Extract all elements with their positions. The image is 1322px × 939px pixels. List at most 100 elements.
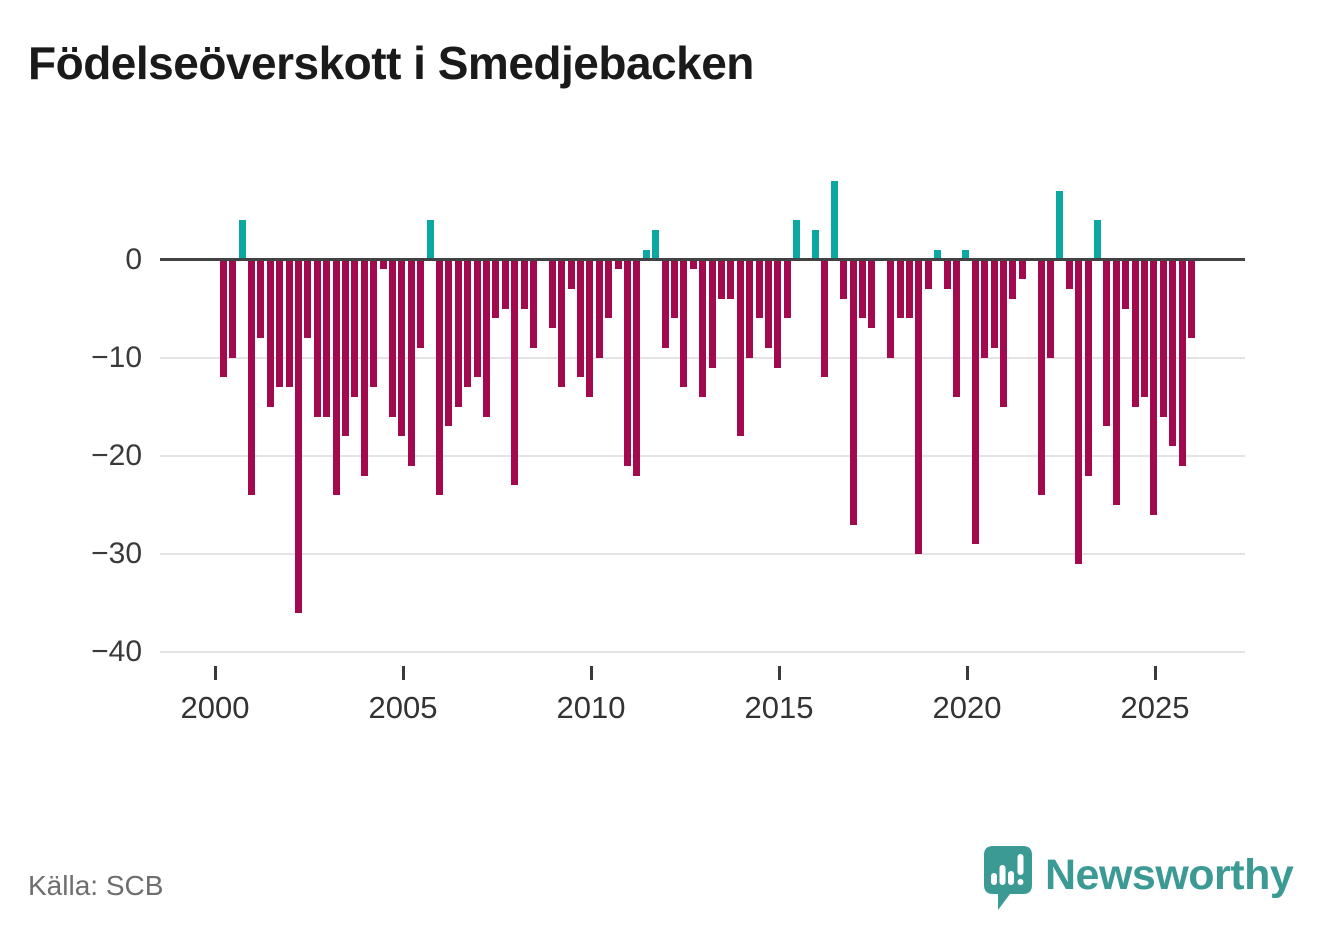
bar-2002-Q4: [323, 259, 331, 417]
bar-2006-Q4: [473, 259, 481, 378]
x-tick-label-2015: 2015: [744, 690, 814, 725]
newsworthy-logo-text: Newsworthy: [1045, 851, 1294, 899]
bar-2016-Q1: [821, 259, 829, 378]
bar-2014-Q1: [746, 259, 754, 358]
bar-2007-Q3: [501, 259, 509, 309]
bar-2009-Q1: [558, 259, 566, 388]
bar-2024-Q4: [1150, 259, 1158, 515]
y-tick-label--30: −30: [91, 537, 142, 571]
bar-2003-Q2: [341, 259, 349, 437]
bar-2025-Q3: [1178, 259, 1186, 466]
bar-2018-Q3: [915, 259, 923, 555]
bar-2024-Q1: [1122, 259, 1130, 309]
bar-2010-Q2: [605, 259, 613, 319]
bar-2010-Q1: [595, 259, 603, 358]
bar-2024-Q3: [1140, 259, 1148, 397]
x-tick-mark-2010: [589, 666, 593, 680]
bar-2020-Q4: [999, 259, 1007, 407]
x-tick-label-2005: 2005: [368, 690, 438, 725]
x-tick-label-2025: 2025: [1120, 690, 1190, 725]
bar-2001-Q4: [285, 259, 293, 388]
bar-2006-Q1: [445, 259, 453, 427]
bar-2015-Q4: [811, 230, 819, 260]
bar-2011-Q4: [661, 259, 669, 348]
bar-2014-Q2: [755, 259, 763, 319]
bar-2002-Q1: [294, 259, 302, 614]
bar-2021-Q4: [1037, 259, 1045, 496]
bar-2011-Q3: [652, 230, 660, 260]
bar-2022-Q3: [1065, 259, 1073, 289]
x-tick-mark-2000: [213, 666, 217, 680]
bar-2006-Q2: [454, 259, 462, 407]
bar-2012-Q4: [699, 259, 707, 397]
bar-2016-Q4: [849, 259, 857, 525]
bar-2022-Q2: [1056, 190, 1064, 260]
bar-2005-Q4: [435, 259, 443, 496]
x-tick-mark-2020: [965, 666, 969, 680]
x-tick-label-2020: 2020: [932, 690, 1002, 725]
bar-2001-Q1: [257, 259, 265, 339]
bar-2023-Q1: [1084, 259, 1092, 476]
bar-2020-Q3: [990, 259, 998, 348]
bar-2004-Q1: [370, 259, 378, 388]
gridline--40: [160, 651, 1245, 654]
bar-2005-Q3: [426, 220, 434, 260]
bar-2008-Q2: [529, 259, 537, 348]
x-tick-label-2000: 2000: [180, 690, 250, 725]
bar-2015-Q2: [793, 220, 801, 260]
gridline--30: [160, 553, 1245, 556]
bar-2005-Q1: [407, 259, 415, 466]
bar-2003-Q3: [351, 259, 359, 397]
bar-2011-Q1: [633, 259, 641, 476]
bar-2004-Q2: [379, 259, 387, 270]
chart-title: Födelseöverskott i Smedjebacken: [28, 37, 754, 89]
bar-2017-Q4: [887, 259, 895, 358]
bar-2012-Q3: [689, 259, 697, 270]
bar-2009-Q4: [586, 259, 594, 397]
newsworthy-logo: Newsworthy: [983, 845, 1294, 913]
bar-2015-Q1: [783, 259, 791, 319]
bar-2016-Q2: [830, 180, 838, 260]
x-tick-mark-2015: [777, 666, 781, 680]
bar-2004-Q4: [398, 259, 406, 437]
bar-2024-Q2: [1131, 259, 1139, 407]
bar-2018-Q2: [905, 259, 913, 319]
bar-2019-Q4: [962, 249, 970, 260]
bar-2008-Q1: [520, 259, 528, 309]
bar-2013-Q4: [736, 259, 744, 437]
bar-2017-Q2: [868, 259, 876, 329]
bar-2007-Q4: [511, 259, 519, 486]
bar-2011-Q2: [642, 249, 650, 260]
y-tick-label--40: −40: [91, 635, 142, 669]
bar-2002-Q2: [304, 259, 312, 339]
bar-2023-Q2: [1093, 220, 1101, 260]
bar-2016-Q3: [840, 259, 848, 299]
bar-2023-Q3: [1103, 259, 1111, 427]
gridline--20: [160, 454, 1245, 457]
bar-2004-Q3: [388, 259, 396, 417]
bar-2025-Q2: [1169, 259, 1177, 447]
zero-axis-line: [160, 258, 1245, 261]
bar-2025-Q4: [1187, 259, 1195, 339]
bar-2013-Q1: [708, 259, 716, 368]
bar-2023-Q4: [1112, 259, 1120, 506]
bar-2007-Q1: [482, 259, 490, 417]
bar-2021-Q2: [1018, 259, 1026, 280]
bar-2022-Q4: [1075, 259, 1083, 564]
y-tick-label-0: 0: [125, 242, 142, 276]
bar-2012-Q2: [680, 259, 688, 388]
bar-2019-Q1: [934, 249, 942, 260]
bar-2013-Q2: [717, 259, 725, 299]
bar-2003-Q1: [332, 259, 340, 496]
bar-2006-Q3: [464, 259, 472, 388]
bar-2021-Q1: [1009, 259, 1017, 299]
bar-2019-Q2: [943, 259, 951, 289]
bar-2005-Q2: [417, 259, 425, 348]
bar-2000-Q3: [238, 220, 246, 260]
x-tick-label-2010: 2010: [556, 690, 626, 725]
bar-2017-Q1: [858, 259, 866, 319]
bar-2000-Q1: [219, 259, 227, 378]
bar-2000-Q4: [247, 259, 255, 496]
bar-2012-Q1: [670, 259, 678, 319]
